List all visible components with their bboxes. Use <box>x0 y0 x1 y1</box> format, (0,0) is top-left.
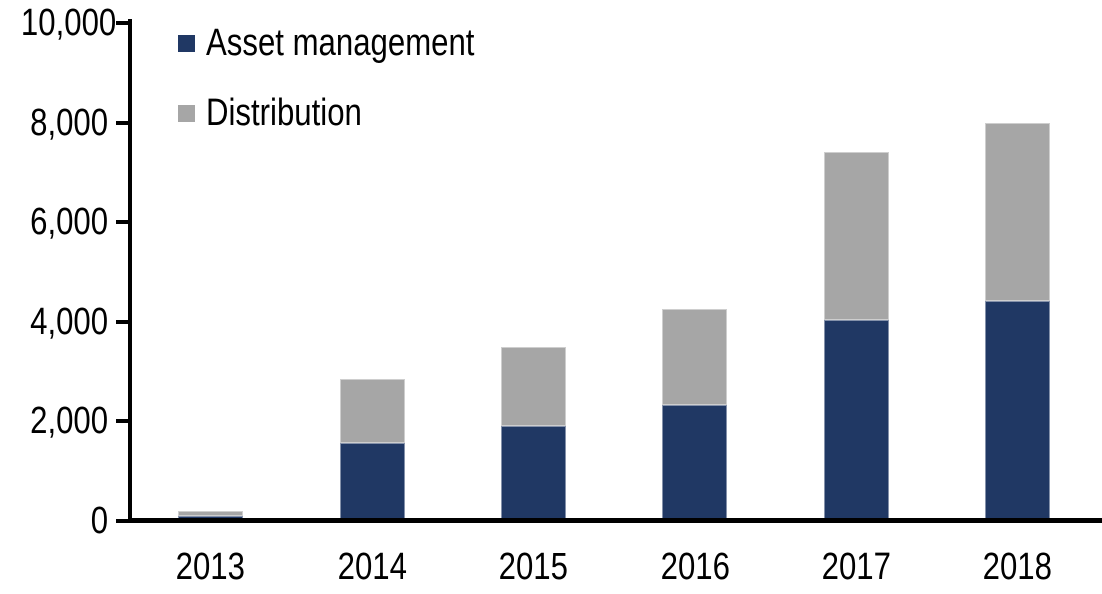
x-tick-label-2016: 2016 <box>660 546 730 588</box>
bar-segment-2018-distribution <box>985 122 1051 301</box>
bar-segment-2015-distribution <box>500 346 566 427</box>
bar-segment-2017-asset-management <box>823 319 889 521</box>
y-tick-4000 <box>116 319 128 324</box>
bar-segment-2015-asset-management <box>500 426 566 521</box>
y-tick-label: 10,000 <box>20 2 117 44</box>
y-tick-8000 <box>116 120 128 125</box>
x-tick-label-2014: 2014 <box>337 546 407 588</box>
y-tick-2000 <box>116 419 128 424</box>
x-axis-line <box>128 518 1102 523</box>
bar-segment-2016-asset-management <box>662 404 728 521</box>
legend-item-asset-management: Asset management <box>178 24 533 62</box>
x-tick-label-2018: 2018 <box>982 546 1053 588</box>
y-tick-10000 <box>116 21 128 25</box>
y-tick-label: 2,000 <box>30 400 108 443</box>
legend-label-distribution: Distribution <box>206 92 362 134</box>
y-tick-0 <box>116 519 128 523</box>
bar-segment-2017-distribution <box>823 152 889 320</box>
x-tick-label-2013: 2013 <box>175 546 246 588</box>
bar-segment-2014-distribution <box>339 378 405 443</box>
bar-segment-2016-distribution <box>662 309 728 405</box>
bar-segment-2013-distribution <box>178 511 244 516</box>
y-axis-line <box>128 19 132 523</box>
legend-swatch-asset-management <box>178 34 195 52</box>
legend-item-distribution: Distribution <box>178 94 396 132</box>
y-tick-6000 <box>116 220 128 225</box>
bar-segment-2014-asset-management <box>339 442 405 521</box>
legend-swatch-distribution <box>178 104 195 122</box>
legend-label-asset-management: Asset management <box>206 22 475 64</box>
y-tick-label: 0 <box>90 500 108 542</box>
x-tick-label-2017: 2017 <box>821 546 891 588</box>
bar-segment-2018-asset-management <box>985 300 1051 521</box>
y-tick-label: 6,000 <box>30 201 108 244</box>
y-tick-label: 4,000 <box>30 300 108 343</box>
y-tick-label: 8,000 <box>30 101 108 144</box>
x-tick-label-2015: 2015 <box>498 546 569 588</box>
